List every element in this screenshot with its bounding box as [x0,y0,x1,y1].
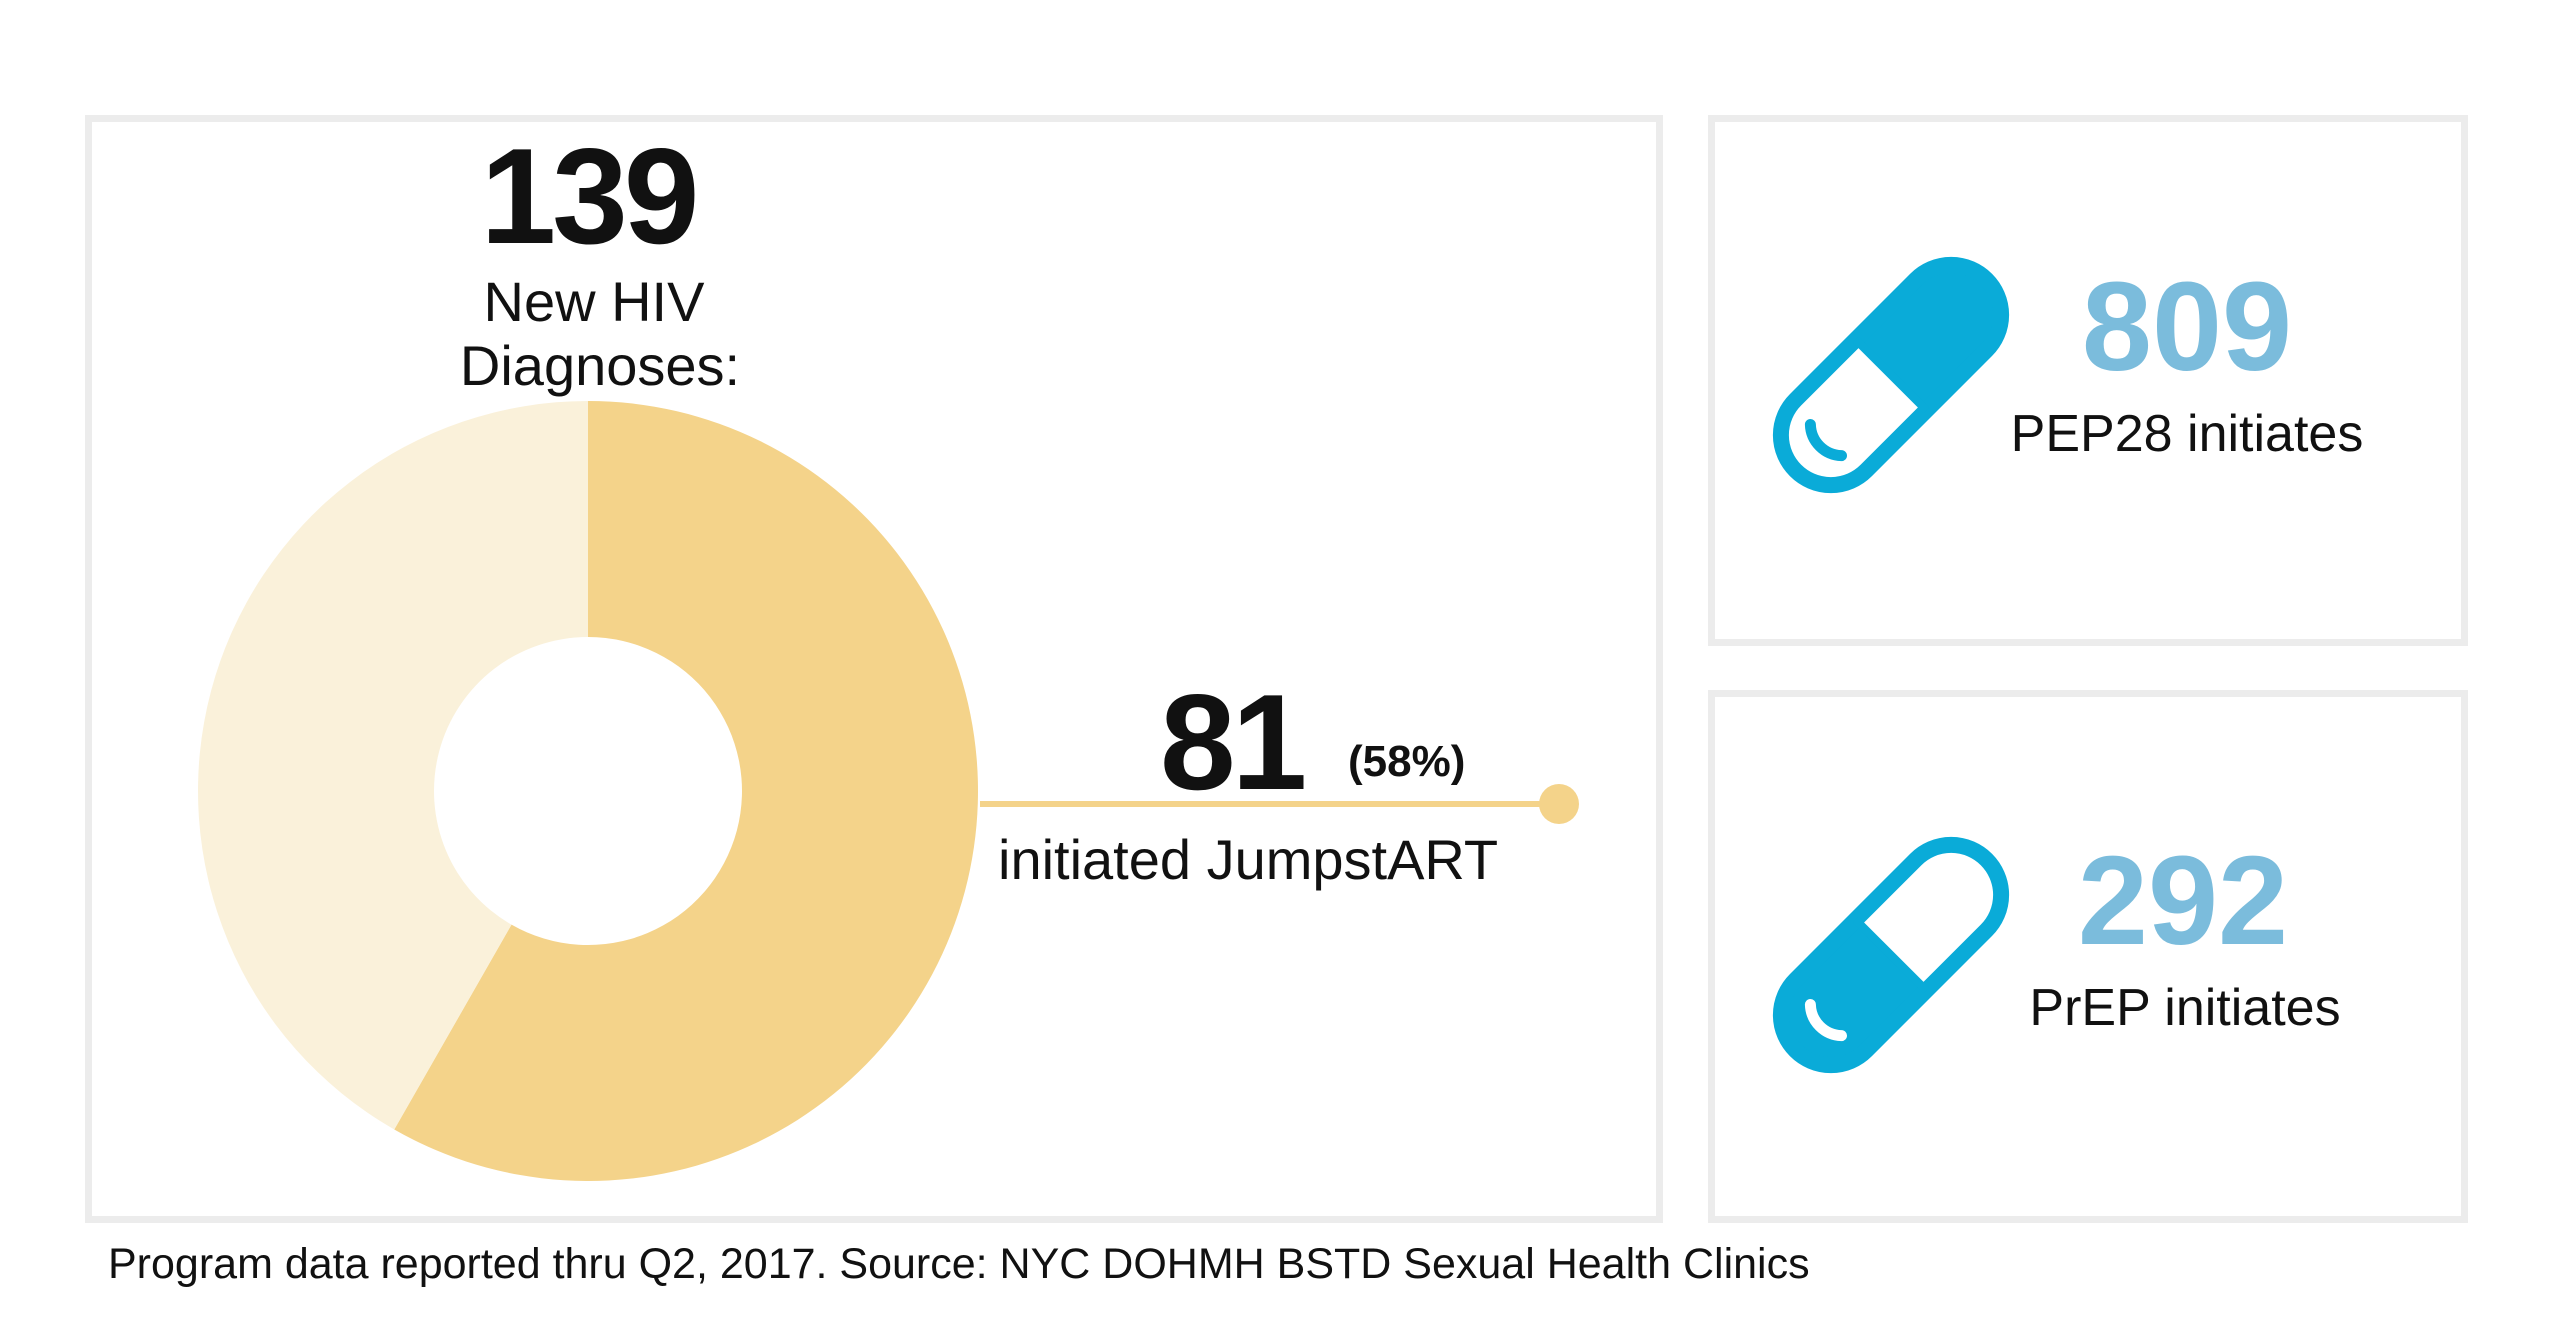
jumpstart-count: 81 [1160,666,1307,818]
jumpstart-percent: (58%) [1348,737,1466,786]
pep-label: PEP28 initiates [2010,405,2364,463]
pill-icon [1772,836,2010,1074]
prep-count: 292 [2077,830,2289,971]
callout-dot [1539,784,1579,824]
diagnoses-label-line2: Diagnoses: [459,334,741,397]
diagnoses-count: 139 [480,120,700,272]
donut-slice-1 [198,401,588,1130]
donut-chart [198,401,978,1181]
footer-source-note: Program data reported thru Q2, 2017. Sou… [108,1240,1810,1288]
donut-slice-0 [394,401,978,1181]
prep-label: PrEP initiates [2029,979,2341,1037]
pep-count: 809 [2081,256,2293,397]
jumpstart-label: initiated JumpstART [998,828,1499,891]
pep-panel [1708,115,2468,646]
pill-icon [1772,256,2010,494]
diagnoses-label-line1: New HIV [483,270,705,333]
